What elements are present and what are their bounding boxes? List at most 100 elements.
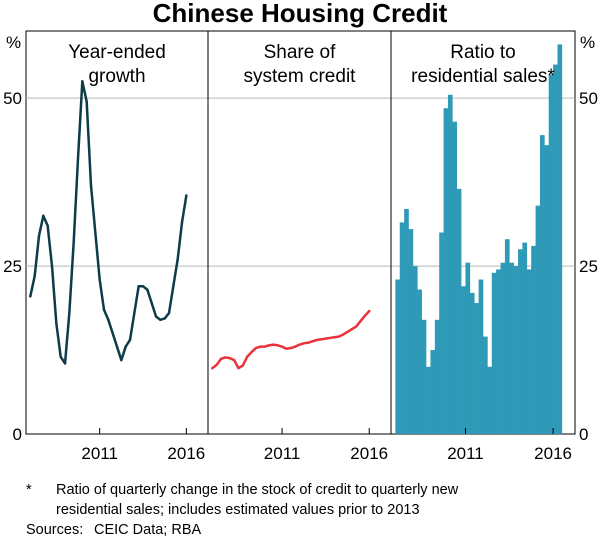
bar-ratio-17 xyxy=(469,292,475,434)
data-point-growth-18 xyxy=(107,318,110,322)
y-tick-right-50: 50 xyxy=(579,89,598,108)
sources-label: Sources: xyxy=(26,522,84,538)
bar-ratio-9 xyxy=(434,319,440,434)
bar-ratio-2 xyxy=(404,208,409,434)
data-point-growth-0 xyxy=(29,295,32,298)
data-point-share-25 xyxy=(320,338,323,341)
bar-ratio-3 xyxy=(408,229,414,434)
data-point-share-9 xyxy=(250,350,253,354)
y-tick-right-0: 0 xyxy=(579,425,588,444)
bar-ratio-1 xyxy=(399,222,405,434)
data-point-growth-4 xyxy=(46,224,49,227)
data-point-share-28 xyxy=(333,336,336,339)
data-point-share-5 xyxy=(232,358,236,362)
y-tick-left-0: 0 xyxy=(13,425,22,444)
data-point-growth-31 xyxy=(163,317,166,320)
data-point-growth-23 xyxy=(128,338,132,342)
bar-ratio-34 xyxy=(544,145,550,434)
bar-ratio-26 xyxy=(509,262,514,434)
data-point-share-31 xyxy=(346,330,349,334)
data-point-growth-3 xyxy=(42,214,45,217)
y-unit-left: % xyxy=(6,33,21,52)
bar-ratio-37 xyxy=(557,44,563,434)
data-point-growth-27 xyxy=(146,288,149,291)
data-point-share-12 xyxy=(263,345,266,348)
data-point-share-0 xyxy=(211,366,214,370)
axis-layer: 0 0 25 25 50 50 Year-ended growth 2011 2016 Share … xyxy=(3,42,598,463)
data-point-share-1 xyxy=(215,363,218,367)
data-point-growth-34 xyxy=(176,258,179,261)
bar-ratio-8 xyxy=(430,350,436,434)
bar-ratio-35 xyxy=(548,74,554,435)
bar-ratio-13 xyxy=(452,121,458,435)
data-point-share-23 xyxy=(311,340,314,343)
data-point-growth-36 xyxy=(185,194,188,197)
bar-ratio-25 xyxy=(504,239,510,434)
x-tick-label-share-2016: 2016 xyxy=(350,444,388,463)
data-point-share-13 xyxy=(267,344,271,347)
y-tick-right-25: 25 xyxy=(579,257,598,276)
data-point-growth-9 xyxy=(68,311,71,315)
data-point-growth-35 xyxy=(180,221,184,224)
x-tick-label-growth-2016: 2016 xyxy=(167,444,205,463)
footnote-line-2: residential sales; includes estimated va… xyxy=(56,502,420,518)
data-point-share-22 xyxy=(307,341,310,344)
data-point-growth-28 xyxy=(150,301,153,305)
bar-ratio-10 xyxy=(439,232,444,434)
bar-ratio-24 xyxy=(500,262,506,434)
x-tick-label-ratio-2011: 2011 xyxy=(447,444,484,463)
data-point-share-21 xyxy=(302,342,306,345)
data-point-share-4 xyxy=(228,356,231,360)
bar-ratio-33 xyxy=(539,135,545,434)
series-line-share xyxy=(211,309,371,370)
data-point-share-16 xyxy=(280,345,284,348)
data-point-growth-12 xyxy=(81,80,84,83)
bar-ratio-22 xyxy=(491,272,497,434)
data-point-share-32 xyxy=(350,328,353,331)
data-point-growth-29 xyxy=(154,315,158,318)
data-point-share-3 xyxy=(224,356,227,359)
bar-ratio-31 xyxy=(531,245,536,434)
data-point-growth-24 xyxy=(133,311,136,315)
bar-ratio-12 xyxy=(447,94,453,434)
data-point-growth-6 xyxy=(55,321,58,325)
data-point-share-11 xyxy=(259,345,262,348)
series-line-growth xyxy=(29,80,188,365)
data-point-share-7 xyxy=(241,364,245,367)
data-point-growth-14 xyxy=(89,184,93,187)
data-point-growth-8 xyxy=(63,362,67,365)
bar-ratio-14 xyxy=(456,188,462,434)
footnote-text: Ratio of quarterly change in the stock o… xyxy=(56,480,586,520)
data-point-growth-22 xyxy=(124,345,127,348)
bar-ratio-32 xyxy=(535,205,541,434)
data-point-growth-13 xyxy=(85,100,88,103)
panel-label-growth-1: Year-ended xyxy=(68,42,166,63)
bar-ratio-5 xyxy=(417,289,422,434)
data-point-share-6 xyxy=(237,366,240,370)
footnote-line-1: Ratio of quarterly change in the stock o… xyxy=(56,482,459,498)
bar-ratio-27 xyxy=(513,266,519,434)
bar-ratio-7 xyxy=(426,366,431,434)
panel-label-ratio-1: Ratio to xyxy=(450,42,515,63)
data-point-growth-26 xyxy=(141,285,145,288)
data-point-share-18 xyxy=(289,346,292,350)
grid-layer xyxy=(26,97,575,267)
data-point-share-2 xyxy=(219,357,223,360)
bar-ratio-36 xyxy=(553,64,558,434)
data-point-growth-19 xyxy=(111,332,114,335)
panel-dividers xyxy=(207,31,392,434)
data-point-growth-11 xyxy=(76,157,80,160)
data-point-growth-10 xyxy=(72,241,75,244)
data-point-share-35 xyxy=(363,314,367,317)
bar-ratio-11 xyxy=(443,108,449,434)
data-point-growth-21 xyxy=(120,358,123,362)
x-tick-label-growth-2011: 2011 xyxy=(81,444,118,463)
data-point-share-26 xyxy=(324,337,327,340)
y-tick-left-50: 50 xyxy=(3,89,22,108)
data-point-growth-25 xyxy=(137,285,140,288)
marks-layer xyxy=(29,44,563,435)
data-point-growth-30 xyxy=(159,318,162,322)
bar-ratio-0 xyxy=(395,279,401,434)
